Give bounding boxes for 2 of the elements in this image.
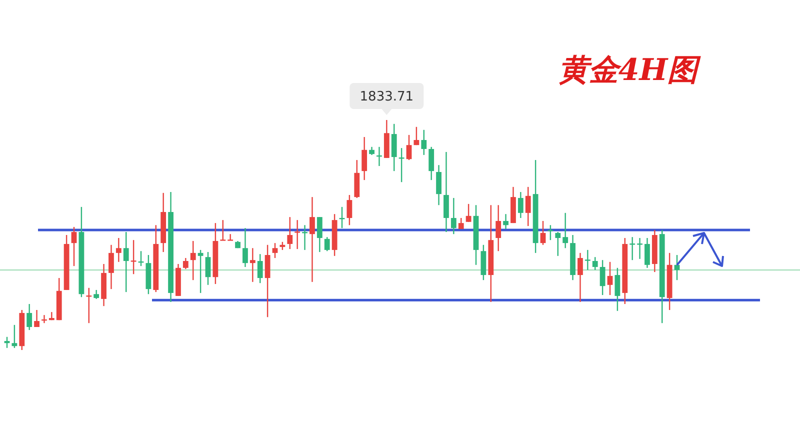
annotation: 1833.71 <box>360 90 414 104</box>
annotation: 1833.71 <box>350 83 424 115</box>
